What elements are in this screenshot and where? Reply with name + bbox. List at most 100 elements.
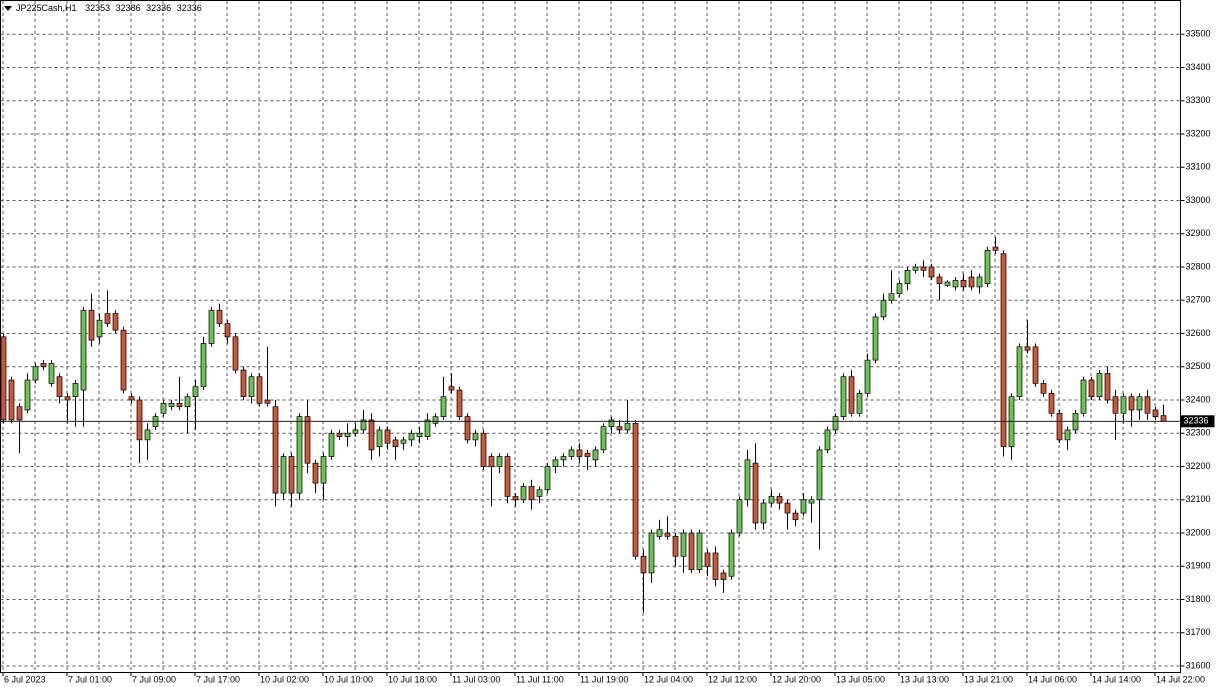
candle-body [192,386,199,398]
candle-body [960,279,967,288]
candle-body [160,402,167,414]
candle-body [336,432,343,437]
candle-body [80,309,87,391]
candle-body [984,250,991,284]
y-tick-label: 32500 [1186,361,1211,371]
candle-body [384,429,391,444]
y-tick-label: 32900 [1186,228,1211,238]
candle-body [544,466,551,491]
candle-body [624,422,631,431]
candle-body [840,376,847,417]
candle-body [776,496,783,504]
candle-body [1016,346,1023,398]
candle-body [472,432,479,441]
plot-area [0,0,1181,673]
candle-body [576,449,583,457]
candle-body [832,416,839,431]
candle-body [328,432,335,457]
candle-body [280,456,287,494]
candle-body [112,313,119,331]
y-tick-label: 32600 [1186,328,1211,338]
candle-body [528,486,535,501]
candle-body [632,422,639,557]
candle-body [1024,346,1031,351]
y-tick-label: 33400 [1186,62,1211,72]
candle-body [48,363,55,384]
candle-body [952,279,959,288]
candle-body [648,532,655,574]
y-tick-label: 32000 [1186,527,1211,537]
y-tick-label: 32800 [1186,261,1211,271]
candle-body [104,313,111,324]
x-tick-label: 12 Jul 20:00 [772,674,821,684]
candle-body [1040,383,1047,394]
candle-body [392,439,399,447]
candle-body [584,452,591,457]
menu-icon[interactable] [4,6,12,11]
price-label: 32336 [1184,416,1209,426]
y-tick-label: 32700 [1186,295,1211,305]
x-tick-label: 13 Jul 21:00 [964,674,1013,684]
candle-body [1088,379,1095,398]
candle-body [248,376,255,398]
candle-body [968,276,975,288]
candle-body [184,396,191,408]
candle-body [464,416,471,441]
x-tick-label: 11 Jul 11:00 [516,674,564,684]
candle-body [536,489,543,497]
candle-body [568,449,575,457]
candle-body [688,532,695,570]
candle-body [1136,396,1143,411]
candle-body [176,402,183,408]
candle-body [792,512,799,521]
candle-body [936,276,943,284]
candle-body [16,406,23,421]
y-tick-label: 32400 [1186,394,1211,404]
candle-body [424,419,431,437]
candle-body [216,309,223,324]
x-tick-label: 7 Jul 17:00 [196,674,240,684]
x-tick-label: 12 Jul 04:00 [644,674,693,684]
candle-body [872,316,879,361]
y-tick-label: 32300 [1186,428,1211,438]
candle-body [1144,396,1151,414]
candle-body [616,426,623,431]
candle-body [504,456,511,497]
candle-body [920,266,927,271]
candle-body [1096,373,1103,398]
candle-body [696,532,703,570]
candle-body [928,266,935,278]
candle-body [1048,393,1055,414]
candle-body [56,376,63,398]
x-tick-label: 7 Jul 09:00 [132,674,176,684]
close-quote: 32336 [177,3,202,13]
x-tick-label: 13 Jul 05:00 [836,674,885,684]
candle-body [552,459,559,467]
candle-body [880,299,887,318]
candle-body [240,369,247,398]
candle-body [640,555,647,574]
candle-body [272,406,279,494]
candle-body [88,309,95,341]
candle-body [32,366,39,381]
candle-body [904,269,911,284]
candle-body [168,402,175,408]
x-tick-label: 12 Jul 12:00 [708,674,757,684]
y-tick-label: 31800 [1186,594,1211,604]
y-tick-label: 31900 [1186,561,1211,571]
candle-body [40,363,47,368]
candle-body [64,396,71,401]
candle-body [208,309,215,344]
candle-body [488,456,495,467]
candle-body [440,396,447,417]
candle-body [712,552,719,580]
candle-body [1128,396,1135,411]
candle-body [816,449,823,501]
candle-body [24,379,31,411]
y-tick-label: 33300 [1186,95,1211,105]
x-tick-label: 7 Jul 01:00 [68,674,112,684]
candle-body [520,486,527,501]
header: JP225Cash,H1 32353 32386 32336 32336 [16,3,202,13]
open-quote: 32353 [85,3,110,13]
